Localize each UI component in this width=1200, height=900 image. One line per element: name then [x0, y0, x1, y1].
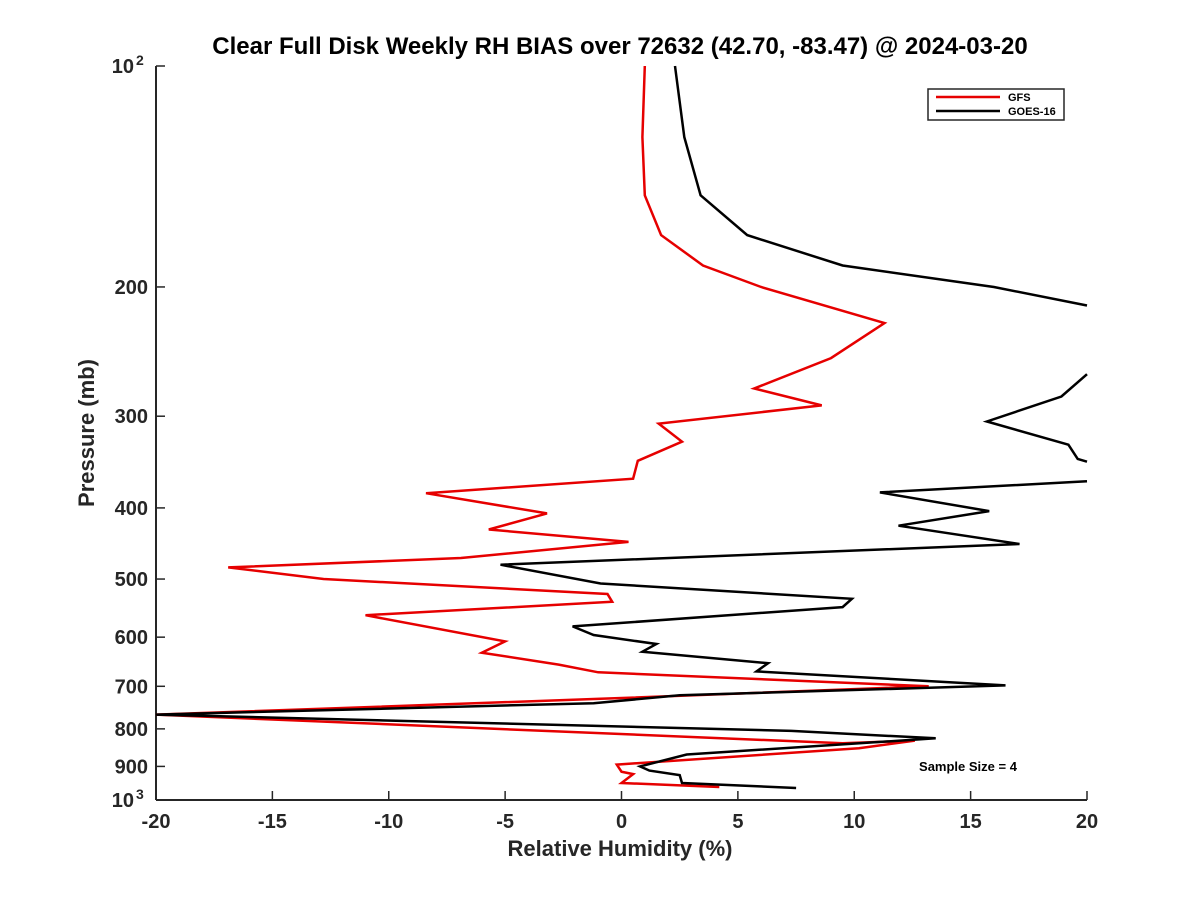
y-tick-label: 10 [112, 790, 134, 812]
y-tick-label: 800 [115, 719, 148, 741]
y-axis-label: Pressure (mb) [74, 359, 99, 507]
x-axis-ticks: -20 -15 -10 -5 0 5 10 15 20 [142, 791, 1098, 833]
legend-box [927, 88, 1065, 121]
x-tick-label: -10 [374, 811, 403, 833]
y-tick-label: 700 [115, 676, 148, 698]
x-tick-label: -15 [258, 811, 287, 833]
y-tick-exponent: 2 [136, 52, 144, 68]
legend-label-goes16: GOES-16 [1008, 106, 1056, 118]
series-line-goes16 [155, 65, 1088, 790]
x-axis-label: Relative Humidity (%) [508, 836, 733, 861]
plot-area [155, 66, 1087, 801]
series-lines [155, 65, 1088, 790]
y-tick-exponent: 3 [136, 786, 144, 802]
legend: GFS GOES-16 [927, 88, 1065, 121]
x-tick-label: 5 [732, 811, 743, 833]
y-tick-label: 200 [115, 277, 148, 299]
sample-size-annotation: Sample Size = 4 [919, 759, 1018, 774]
y-tick-label: 10 [112, 56, 134, 78]
series-line-gfs [155, 65, 929, 789]
x-tick-label: 10 [843, 811, 865, 833]
x-tick-label: -5 [496, 811, 514, 833]
y-tick-label: 900 [115, 756, 148, 778]
x-tick-label: -20 [142, 811, 171, 833]
chart-title: Clear Full Disk Weekly RH BIAS over 7263… [212, 33, 1027, 60]
x-tick-label: 0 [616, 811, 627, 833]
y-tick-label: 600 [115, 627, 148, 649]
legend-label-gfs: GFS [1008, 92, 1031, 104]
x-tick-label: 15 [960, 811, 982, 833]
y-tick-label: 500 [115, 569, 148, 591]
x-tick-label: 20 [1076, 811, 1098, 833]
y-tick-label: 300 [115, 406, 148, 428]
y-tick-label: 400 [115, 498, 148, 520]
